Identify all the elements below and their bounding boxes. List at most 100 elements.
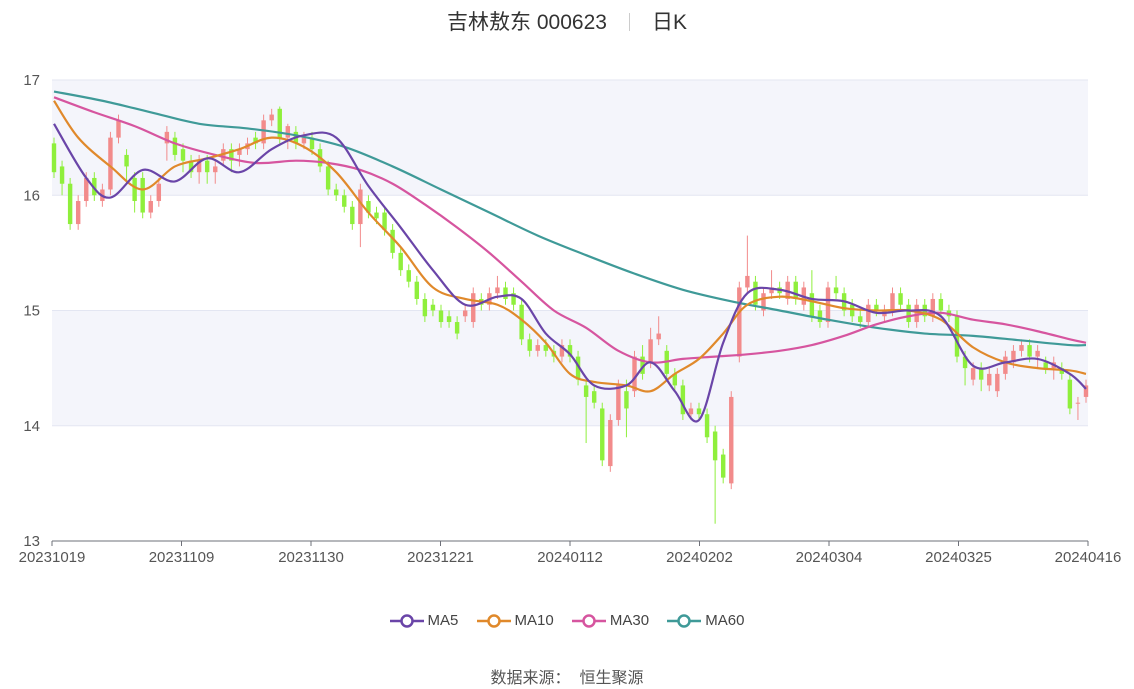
candle-body — [970, 368, 976, 380]
candle-body — [535, 345, 540, 351]
candle-body — [696, 408, 702, 415]
series-line-ma5 — [53, 123, 1087, 423]
legend-label: MA5 — [427, 612, 459, 629]
candle-body — [342, 195, 347, 207]
candle-body — [116, 120, 121, 138]
candle-body — [688, 408, 694, 415]
candle-body — [350, 206, 355, 225]
candle-body — [374, 212, 379, 219]
candle-body — [156, 183, 162, 202]
candle-body — [890, 293, 895, 311]
candle-body — [462, 310, 468, 317]
candle-body — [438, 310, 444, 323]
candle-body — [1027, 345, 1032, 357]
candle-body — [390, 229, 395, 253]
candle-body — [325, 166, 331, 190]
candle-body — [559, 345, 565, 357]
candle-body — [930, 298, 936, 317]
ma5-legend-icon — [389, 613, 424, 628]
ma60-legend-icon — [667, 613, 702, 628]
candle-body — [422, 298, 428, 317]
candle-body — [543, 345, 549, 351]
candle-body — [745, 275, 750, 288]
legend: MA5 MA10 MA30 MA60 — [0, 612, 1134, 632]
candle-body — [978, 368, 984, 380]
ma10-legend-icon — [476, 613, 511, 628]
series-line-ma60 — [53, 90, 1087, 347]
candle-body — [454, 322, 460, 334]
candle-body — [648, 339, 653, 363]
y-tick-label: 13 — [23, 533, 40, 550]
legend-item-ma5[interactable]: MA5 — [389, 612, 459, 629]
candle-body — [229, 149, 234, 161]
source-name: 恒生聚源 — [579, 670, 644, 687]
candle-body — [672, 373, 678, 386]
candle-body — [624, 391, 629, 409]
x-tick-label: 20240416 — [1055, 549, 1122, 566]
candle-body — [737, 287, 742, 357]
candle-body — [720, 454, 726, 478]
x-tick-label: 20231019 — [19, 549, 86, 566]
legend-item-ma30[interactable]: MA30 — [571, 612, 650, 629]
candle-body — [213, 166, 218, 173]
candle-body — [761, 293, 766, 311]
candle-body — [1003, 356, 1008, 374]
grid-band — [52, 80, 1088, 196]
candle-body — [503, 287, 508, 299]
candle-body — [108, 137, 113, 190]
legend-item-ma60[interactable]: MA60 — [667, 612, 744, 629]
candle-body — [656, 333, 661, 340]
candle-body — [124, 154, 129, 167]
candle-body — [914, 304, 919, 323]
candle-body — [995, 373, 1000, 392]
candle-body — [277, 108, 282, 138]
grid-band — [52, 310, 1088, 426]
x-tick-label: 20231221 — [407, 549, 474, 566]
candle-body — [712, 431, 718, 461]
candlestick-chart: 13 14 15 16 17 20231019 20231109 20231130 202312… — [19, 72, 1122, 566]
candle-body — [1075, 402, 1081, 404]
y-tick-label: 15 — [23, 303, 40, 320]
candle-body — [874, 304, 879, 311]
candle-body — [398, 252, 403, 271]
candle-body — [237, 149, 242, 155]
candle-body — [495, 287, 500, 294]
candle-body — [1019, 345, 1024, 351]
legend-label: MA10 — [514, 612, 554, 629]
candle-body — [471, 293, 476, 323]
candle-body — [987, 373, 992, 386]
candle-body — [962, 356, 968, 369]
candle-body — [938, 298, 944, 311]
candle-body — [75, 201, 81, 225]
candle-body — [309, 137, 315, 150]
candle-body — [898, 293, 903, 305]
legend-label: MA60 — [705, 612, 745, 629]
candle-body — [253, 137, 258, 144]
candle-body — [148, 201, 153, 213]
candle-body — [269, 114, 274, 121]
candle-body — [640, 356, 645, 374]
candle-body — [519, 304, 524, 340]
ma30-legend-icon — [571, 613, 606, 628]
candle-body — [132, 177, 137, 202]
candle-body — [406, 270, 411, 282]
candle-body — [188, 160, 194, 173]
x-tick-label: 20240325 — [925, 549, 992, 566]
y-tick-label: 14 — [23, 418, 40, 435]
data-source: 数据来源： 恒生聚源 — [0, 664, 1134, 688]
candle-body — [301, 137, 307, 144]
candle-body — [769, 287, 774, 294]
candle-body — [753, 281, 758, 305]
candle-body — [164, 131, 170, 144]
x-tick-label: 20231130 — [278, 549, 344, 566]
x-tick-label: 20240202 — [666, 549, 733, 566]
legend-label: MA30 — [609, 612, 650, 629]
candle-body — [446, 316, 452, 323]
legend-item-ma10[interactable]: MA10 — [476, 612, 554, 629]
candle-body — [172, 137, 178, 155]
y-tick-label: 16 — [23, 187, 40, 204]
candle-body — [1067, 379, 1073, 409]
candle-body — [833, 287, 839, 294]
candle-body — [1011, 350, 1016, 363]
candle-body — [858, 316, 863, 323]
